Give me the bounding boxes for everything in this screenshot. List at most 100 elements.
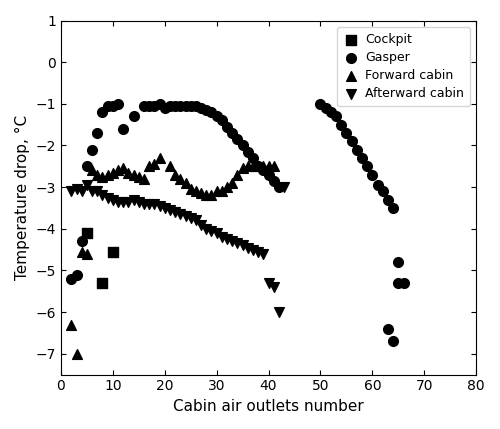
Cockpit [83, 230, 91, 236]
Gasper [234, 136, 241, 143]
Gasper [363, 163, 371, 170]
Afterward cabin [130, 196, 138, 203]
Forward cabin [114, 167, 122, 174]
Forward cabin [218, 188, 226, 195]
Afterward cabin [249, 246, 257, 253]
Afterward cabin [78, 188, 86, 195]
Afterward cabin [260, 251, 268, 257]
Gasper [223, 123, 231, 130]
Gasper [353, 146, 361, 153]
Gasper [119, 125, 127, 132]
Gasper [270, 178, 278, 184]
Gasper [254, 163, 262, 170]
Gasper [218, 117, 226, 124]
Gasper [130, 113, 138, 120]
Gasper [389, 205, 397, 211]
Gasper [228, 130, 236, 136]
Afterward cabin [156, 202, 164, 209]
Afterward cabin [150, 200, 158, 207]
Gasper [374, 181, 382, 188]
Gasper [109, 103, 117, 109]
Forward cabin [244, 163, 252, 170]
Forward cabin [176, 175, 184, 182]
Afterward cabin [275, 309, 283, 316]
Gasper [342, 130, 350, 136]
Gasper [322, 105, 330, 112]
Forward cabin [228, 179, 236, 186]
Gasper [114, 100, 122, 107]
Afterward cabin [135, 198, 143, 205]
Forward cabin [109, 169, 117, 176]
Afterward cabin [197, 221, 205, 228]
Forward cabin [186, 186, 194, 193]
Afterward cabin [202, 225, 210, 232]
Gasper [186, 103, 194, 109]
Gasper [238, 142, 246, 149]
Forward cabin [192, 188, 200, 195]
Gasper [104, 103, 112, 109]
Afterward cabin [140, 200, 148, 207]
Forward cabin [88, 167, 96, 174]
Afterward cabin [171, 208, 179, 215]
Gasper [88, 146, 96, 153]
Forward cabin [72, 350, 80, 357]
Afterward cabin [192, 217, 200, 224]
Gasper [68, 275, 76, 282]
Forward cabin [254, 163, 262, 170]
Gasper [197, 105, 205, 112]
Forward cabin [212, 188, 220, 195]
Gasper [160, 105, 168, 112]
Gasper [98, 109, 106, 115]
Point [389, 338, 397, 344]
Gasper [348, 138, 356, 145]
Forward cabin [249, 163, 257, 170]
Afterward cabin [212, 230, 220, 236]
Afterward cabin [218, 234, 226, 241]
Forward cabin [145, 163, 153, 170]
Afterward cabin [238, 242, 246, 249]
Afterward cabin [88, 188, 96, 195]
Afterward cabin [119, 198, 127, 205]
Afterward cabin [223, 236, 231, 243]
Afterward cabin [234, 240, 241, 247]
Afterward cabin [145, 200, 153, 207]
Gasper [72, 271, 80, 278]
Forward cabin [182, 179, 190, 186]
Forward cabin [94, 171, 102, 178]
Point [394, 280, 402, 287]
Forward cabin [264, 163, 272, 170]
Gasper [145, 103, 153, 109]
Cockpit [98, 280, 106, 287]
Forward cabin [208, 192, 216, 199]
Gasper [182, 103, 190, 109]
Gasper [316, 100, 324, 107]
Afterward cabin [160, 205, 168, 211]
Forward cabin [260, 163, 268, 170]
Forward cabin [171, 171, 179, 178]
Forward cabin [98, 173, 106, 180]
Afterward cabin [186, 215, 194, 222]
Gasper [260, 167, 268, 174]
Gasper [212, 113, 220, 120]
Afterward cabin [244, 244, 252, 251]
Afterward cabin [72, 186, 80, 193]
Gasper [171, 103, 179, 109]
Afterward cabin [114, 198, 122, 205]
Afterward cabin [280, 184, 288, 190]
Gasper [208, 109, 216, 115]
Gasper [244, 148, 252, 155]
Afterward cabin [182, 213, 190, 220]
Afterward cabin [270, 284, 278, 290]
Forward cabin [68, 321, 76, 328]
Forward cabin [104, 171, 112, 178]
Gasper [176, 103, 184, 109]
Gasper [156, 100, 164, 107]
Afterward cabin [228, 238, 236, 245]
Gasper [358, 154, 366, 161]
Gasper [78, 238, 86, 245]
Point [384, 325, 392, 332]
Afterward cabin [109, 196, 117, 203]
Forward cabin [83, 251, 91, 257]
Forward cabin [124, 169, 132, 176]
Afterward cabin [98, 192, 106, 199]
